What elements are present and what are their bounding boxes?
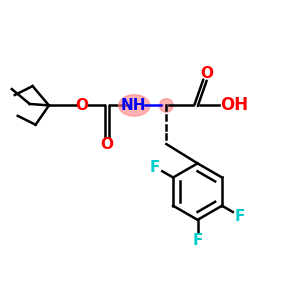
Text: O: O	[75, 98, 88, 113]
Text: NH: NH	[121, 98, 146, 113]
Circle shape	[160, 99, 173, 112]
Text: F: F	[235, 208, 245, 224]
Text: F: F	[150, 160, 160, 175]
Ellipse shape	[118, 95, 150, 116]
Text: O: O	[100, 137, 113, 152]
Text: O: O	[200, 66, 213, 81]
Text: OH: OH	[220, 96, 248, 114]
Text: F: F	[192, 233, 203, 248]
